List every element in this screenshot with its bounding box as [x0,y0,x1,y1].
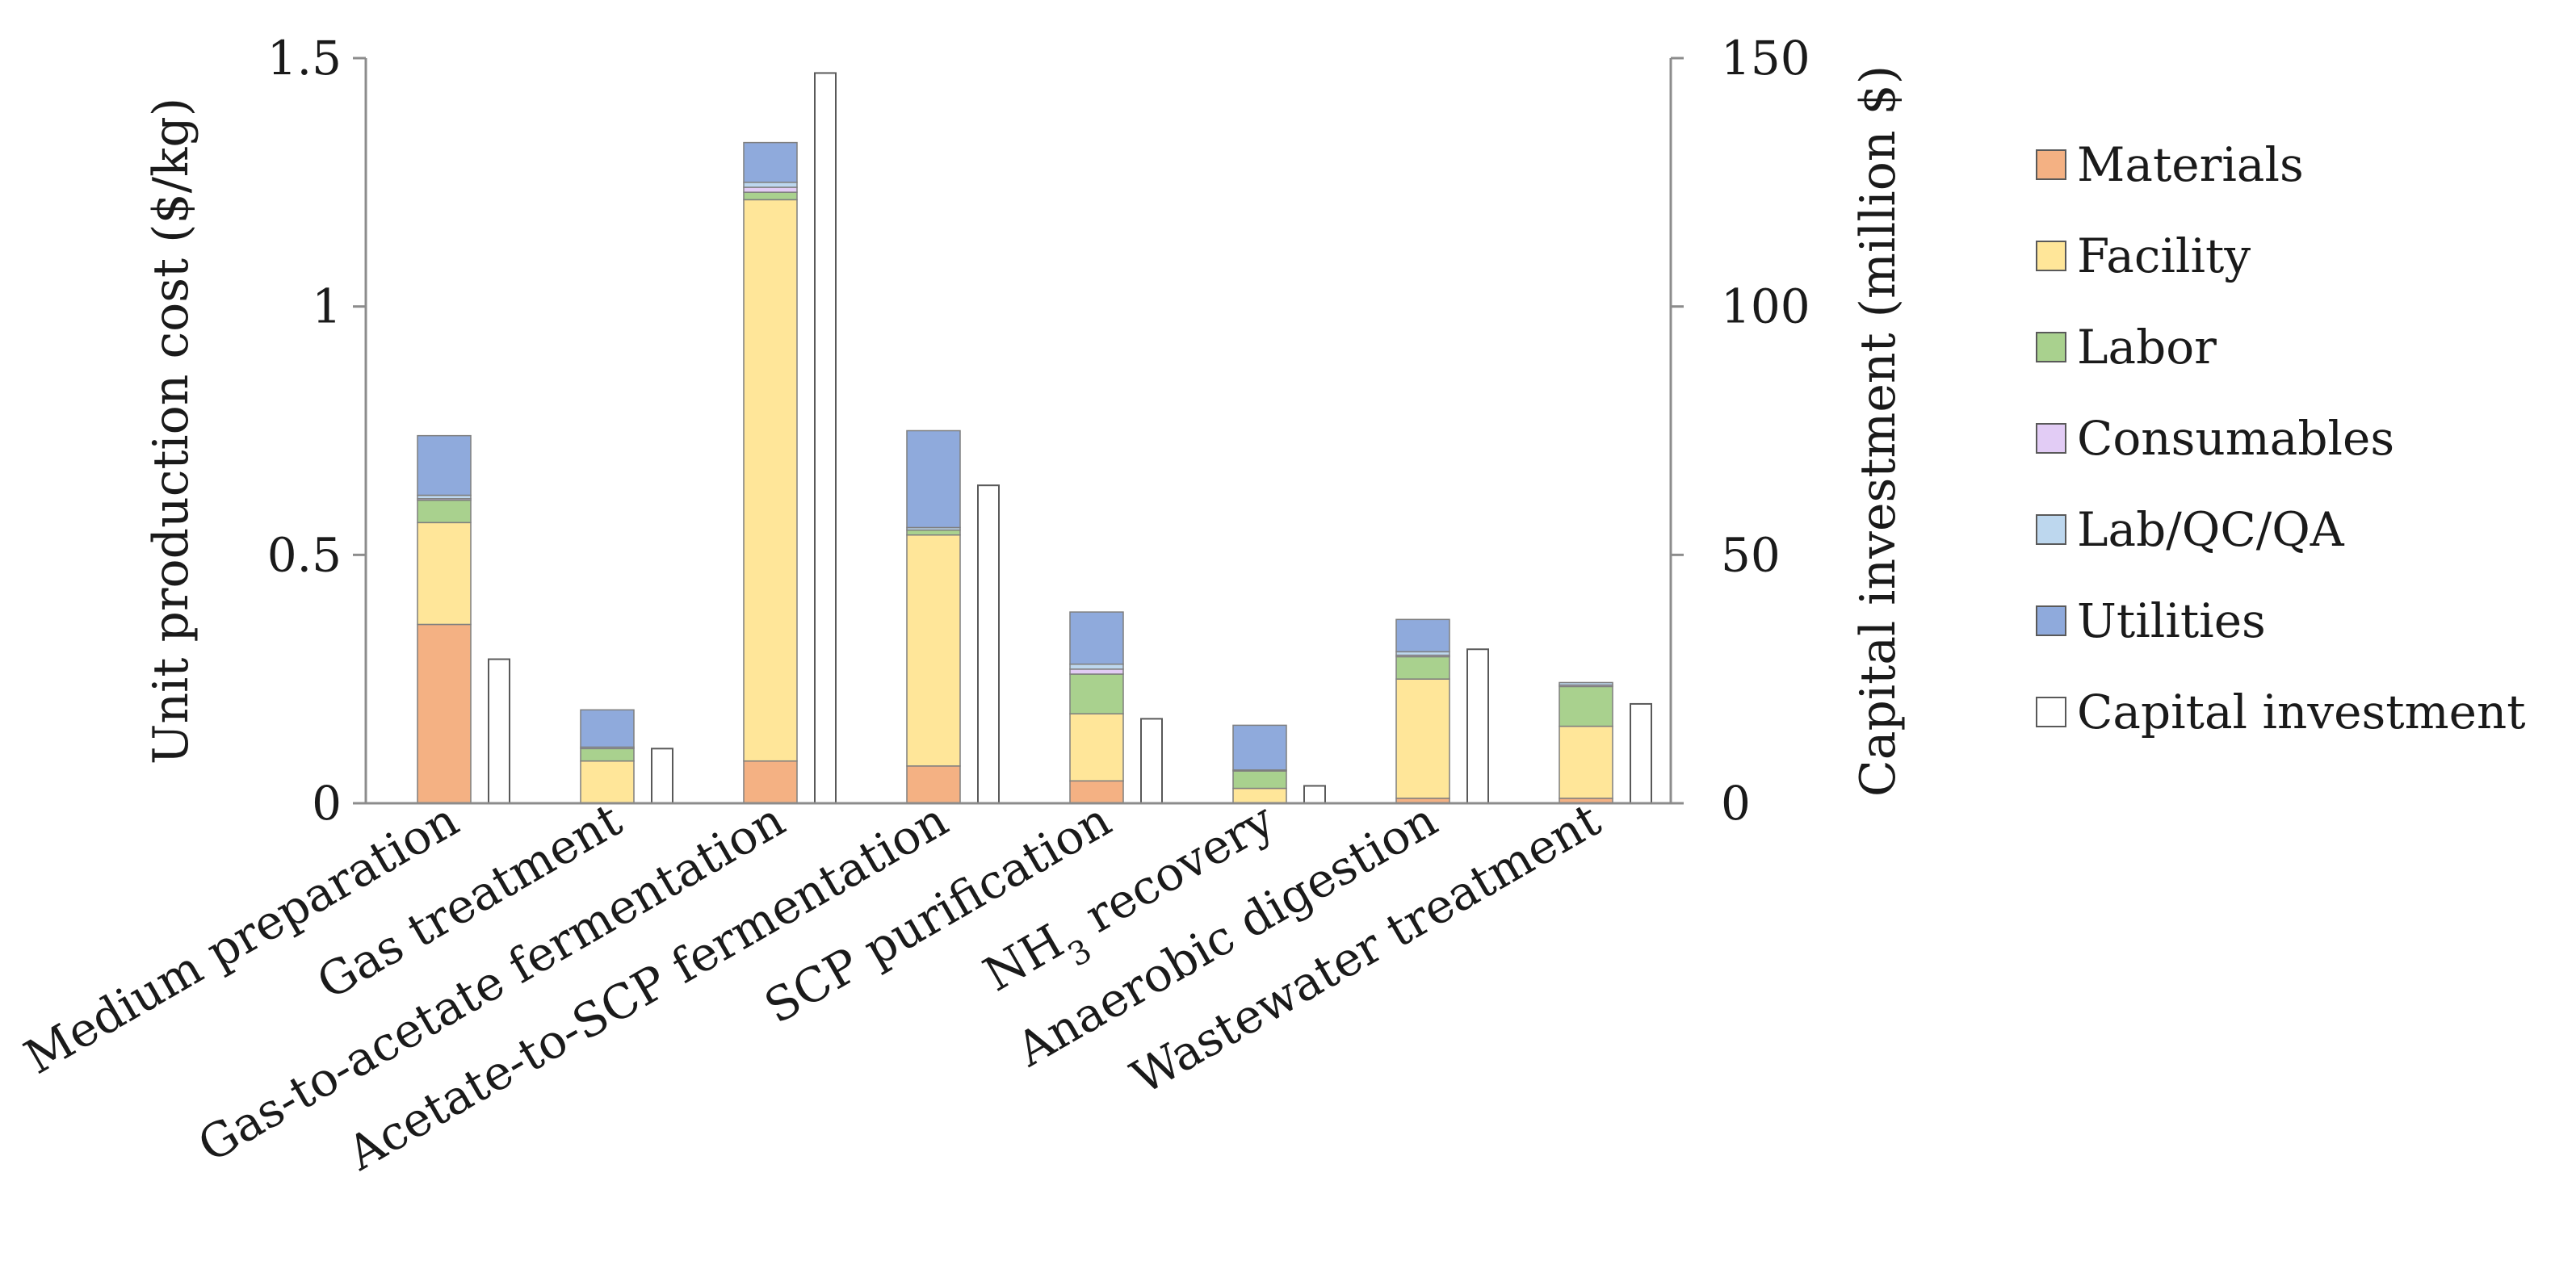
bar-segment-lab-qc-qa [743,182,798,188]
bar-segment-labor [1559,685,1613,727]
bar-segment-materials [906,765,961,804]
bar-segment-utilities [1069,611,1124,665]
bar-segment-labor [1395,656,1450,680]
bar-segment-labor [906,529,961,536]
legend-swatch [2036,241,2066,271]
legend-swatch [2036,149,2066,180]
bar-segment-lab-qc-qa [1559,681,1613,686]
bar-segment-labor [417,499,472,524]
bar-capital-investment [1303,785,1326,804]
bar-segment-utilities [580,709,635,748]
bar-segment-utilities [1395,618,1450,653]
legend-swatch [2036,332,2066,362]
bars [417,72,1652,805]
legend-label: Labor [2077,320,2217,375]
bar-segment-labor [580,748,635,762]
bar-segment-facility [580,760,635,804]
y2-tick-label: 100 [1721,279,1810,334]
bar-segment-consumables [743,186,798,193]
legend-swatch [2036,697,2066,727]
legend-label: Materials [2077,137,2304,192]
bar-capital-investment [977,484,1000,804]
bar-capital-investment [1630,702,1652,805]
legend-label: Utilities [2077,593,2266,648]
y-tick-label: 1 [312,279,342,334]
legend-swatch [2036,423,2066,454]
bar-capital-investment [1466,648,1489,804]
y-tick-label: 0 [312,776,342,831]
bar-capital-investment [814,72,837,804]
y-tick-label: 1.5 [267,31,342,86]
bar-segment-materials [1069,780,1124,804]
legend-label: Lab/QC/QA [2077,502,2345,557]
bar-segment-facility [1395,678,1450,799]
bar-capital-investment [651,748,673,805]
bar-segment-labor [743,191,798,201]
bar-capital-investment [488,658,510,805]
legend-label: Consumables [2077,411,2394,466]
legend-swatch [2036,605,2066,636]
bar-segment-utilities [1232,724,1287,771]
bar-segment-facility [906,534,961,767]
axes [364,58,1672,805]
legend-label: Facility [2077,228,2251,283]
legend-label: Capital investment [2077,685,2526,739]
y-tick-label: 0.5 [267,527,342,582]
bar-segment-lab-qc-qa [1069,663,1124,670]
bar-segment-materials [743,760,798,804]
y2-tick-label: 150 [1721,31,1810,86]
y2-tick-label: 0 [1721,776,1751,831]
bar-segment-labor [1232,770,1287,790]
y2-tick-label: 50 [1721,527,1781,582]
bar-segment-facility [743,199,798,762]
bar-segment-facility [1069,713,1124,782]
bar-capital-investment [1140,718,1163,804]
y2-axis-title: Capital investment (million $) [1850,65,1907,797]
bar-segment-materials [417,623,472,804]
bar-segment-consumables [1069,668,1124,675]
bar-segment-utilities [417,434,472,496]
bar-segment-facility [1559,725,1613,799]
ticks: 0 0.5 1 1.5 0 50 100 150 [267,31,1810,831]
legend-swatch [2036,514,2066,545]
bar-segment-utilities [906,429,961,529]
bar-segment-labor [1069,673,1124,714]
bar-segment-utilities [743,141,798,183]
bar-segment-facility [417,522,472,626]
legend: Materials Facility Labor Consumables Lab/QC/… [2036,137,2526,739]
y-axis-title: Unit production cost ($/kg) [143,98,199,764]
